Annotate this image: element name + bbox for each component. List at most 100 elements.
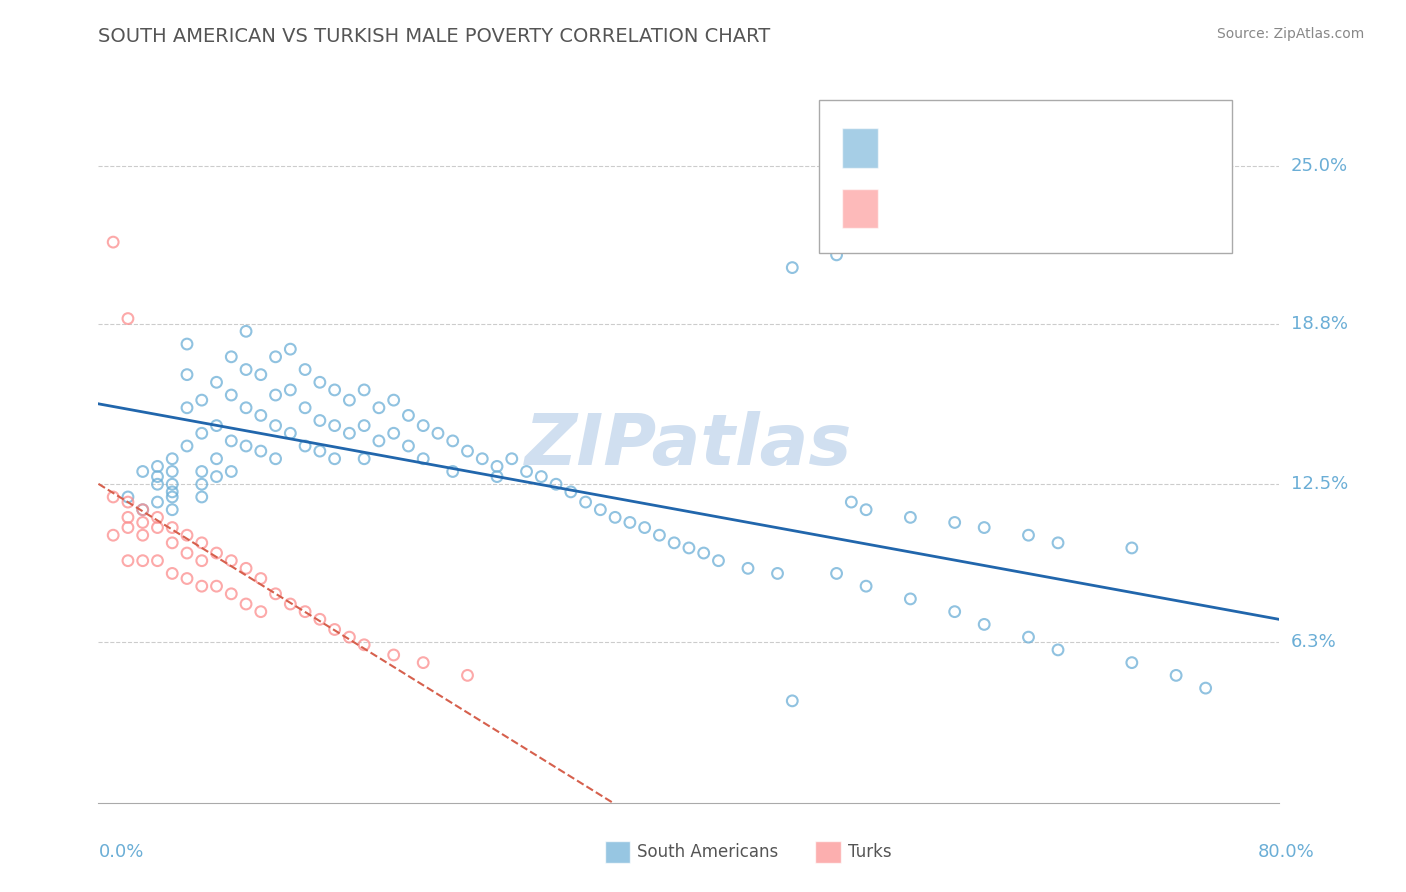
Point	[264, 587, 287, 601]
Point	[235, 597, 257, 611]
Point	[191, 426, 214, 441]
Point	[766, 566, 789, 581]
Point	[132, 554, 155, 568]
Point	[176, 439, 198, 453]
Point	[205, 469, 228, 483]
Point	[176, 572, 198, 586]
Point	[1121, 656, 1143, 670]
Point	[412, 451, 434, 466]
Text: 25.0%: 25.0%	[1291, 157, 1348, 175]
Text: 0.0%: 0.0%	[98, 843, 143, 861]
Point	[250, 444, 273, 458]
Point	[323, 418, 346, 433]
Point	[412, 418, 434, 433]
Point	[264, 418, 287, 433]
Point	[353, 383, 375, 397]
Point	[368, 401, 391, 415]
Point	[648, 528, 671, 542]
Point	[900, 591, 922, 606]
Text: SOUTH AMERICAN VS TURKISH MALE POVERTY CORRELATION CHART: SOUTH AMERICAN VS TURKISH MALE POVERTY C…	[98, 27, 770, 45]
Point	[323, 383, 346, 397]
Point	[1018, 630, 1040, 644]
FancyBboxPatch shape	[818, 100, 1232, 253]
Point	[900, 510, 922, 524]
Point	[457, 444, 479, 458]
Point	[294, 401, 316, 415]
Point	[280, 342, 302, 356]
Point	[191, 490, 214, 504]
Point	[162, 490, 183, 504]
Point	[294, 605, 316, 619]
Text: R = -0.040    N = 111: R = -0.040 N = 111	[890, 139, 1084, 157]
Point	[221, 388, 243, 402]
Point	[280, 426, 302, 441]
Point	[309, 376, 332, 390]
Point	[501, 451, 523, 466]
Point	[117, 554, 139, 568]
Point	[412, 656, 434, 670]
Point	[382, 648, 405, 662]
Point	[205, 376, 228, 390]
Point	[132, 516, 155, 530]
Point	[693, 546, 716, 560]
Point	[427, 426, 450, 441]
Point	[162, 484, 183, 499]
Point	[235, 439, 257, 453]
Point	[368, 434, 391, 448]
Point	[530, 469, 553, 483]
Point	[103, 528, 125, 542]
Point	[132, 502, 155, 516]
Point	[162, 502, 183, 516]
Point	[589, 502, 612, 516]
Point	[353, 418, 375, 433]
Point	[634, 520, 657, 534]
Point	[560, 484, 582, 499]
Point	[250, 605, 273, 619]
Point	[516, 465, 538, 479]
Point	[382, 393, 405, 408]
Point	[250, 409, 273, 423]
Point	[132, 502, 155, 516]
Text: R = -0.037    N = 42: R = -0.037 N = 42	[890, 200, 1073, 218]
Point	[146, 554, 169, 568]
Point	[235, 401, 257, 415]
Point	[162, 465, 183, 479]
Point	[191, 579, 214, 593]
Point	[176, 337, 198, 351]
Point	[973, 617, 995, 632]
Point	[235, 324, 257, 338]
Point	[132, 528, 155, 542]
Point	[353, 638, 375, 652]
Point	[103, 490, 125, 504]
Point	[176, 368, 198, 382]
Point	[235, 561, 257, 575]
Point	[191, 393, 214, 408]
Point	[205, 579, 228, 593]
Point	[221, 465, 243, 479]
Point	[1121, 541, 1143, 555]
Point	[825, 248, 848, 262]
Point	[264, 451, 287, 466]
Point	[353, 451, 375, 466]
Point	[176, 528, 198, 542]
Point	[398, 409, 420, 423]
Point	[191, 465, 214, 479]
Point	[309, 444, 332, 458]
Point	[471, 451, 494, 466]
Point	[250, 572, 273, 586]
Point	[162, 520, 183, 534]
Point	[339, 630, 361, 644]
Point	[221, 587, 243, 601]
Point	[162, 536, 183, 550]
Point	[294, 439, 316, 453]
Point	[162, 477, 183, 491]
Point	[117, 495, 139, 509]
Point	[280, 383, 302, 397]
Point	[221, 350, 243, 364]
Point	[221, 554, 243, 568]
Point	[1195, 681, 1218, 695]
Point	[339, 426, 361, 441]
Point	[441, 465, 464, 479]
Point	[117, 520, 139, 534]
Point	[191, 554, 214, 568]
